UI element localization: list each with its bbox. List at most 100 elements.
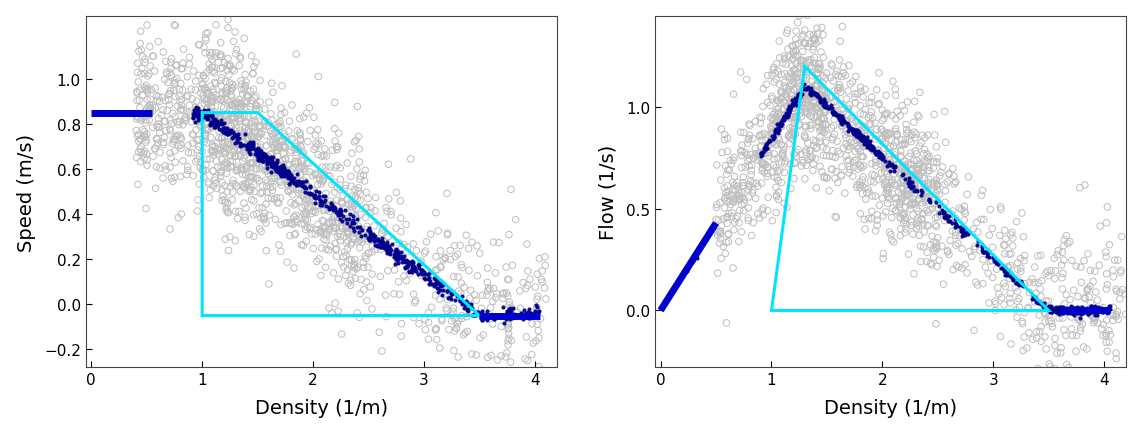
Point xyxy=(901,193,919,200)
Point xyxy=(390,253,408,260)
Point xyxy=(768,121,786,128)
Point xyxy=(728,183,746,190)
Point xyxy=(799,44,817,51)
Point xyxy=(373,227,391,234)
Point xyxy=(186,107,205,114)
Point xyxy=(225,68,243,75)
Point xyxy=(902,179,920,186)
Point xyxy=(320,208,338,215)
Point xyxy=(856,138,874,145)
Point xyxy=(285,202,303,209)
Point xyxy=(185,112,203,119)
Point xyxy=(956,262,974,269)
Point xyxy=(730,195,749,202)
Point xyxy=(447,325,465,332)
Point xyxy=(313,245,331,252)
Point xyxy=(469,309,487,316)
Point xyxy=(313,193,331,200)
Point xyxy=(377,245,395,252)
Point xyxy=(211,54,230,61)
Point xyxy=(336,206,354,213)
Point xyxy=(259,159,278,166)
Point xyxy=(199,92,217,99)
Point xyxy=(967,279,985,286)
Point xyxy=(213,90,231,97)
Point xyxy=(207,149,225,156)
Point xyxy=(906,148,925,155)
Point xyxy=(293,205,311,212)
Point xyxy=(310,174,328,181)
Point xyxy=(1041,306,1060,313)
Point xyxy=(291,172,310,179)
Point xyxy=(801,88,820,95)
Point xyxy=(784,105,802,112)
Point xyxy=(485,239,503,246)
Point xyxy=(832,172,850,179)
Point xyxy=(253,163,271,170)
Point xyxy=(1072,306,1090,313)
Point xyxy=(317,191,335,197)
Point xyxy=(994,242,1013,249)
Point xyxy=(254,150,272,157)
Point xyxy=(786,114,805,121)
Point xyxy=(854,123,872,130)
Point xyxy=(1097,271,1116,278)
Point xyxy=(197,35,215,42)
Point xyxy=(888,108,906,115)
Point xyxy=(876,169,894,176)
Point xyxy=(270,200,288,207)
Point xyxy=(837,96,855,103)
Point xyxy=(930,257,949,264)
Point xyxy=(1048,350,1066,357)
Point xyxy=(199,112,217,118)
Point xyxy=(273,137,291,144)
Point xyxy=(981,258,999,265)
Point xyxy=(273,83,291,90)
Point xyxy=(442,291,461,298)
Point xyxy=(265,145,283,152)
Point xyxy=(1087,314,1105,321)
Point xyxy=(854,137,872,144)
Point xyxy=(784,87,802,94)
Point xyxy=(221,62,239,69)
Point xyxy=(358,238,376,245)
Point xyxy=(1096,306,1114,312)
Point xyxy=(182,111,200,118)
Point xyxy=(800,87,818,94)
Point xyxy=(772,96,790,103)
Point xyxy=(829,114,847,121)
Point xyxy=(991,204,1009,211)
Point xyxy=(526,308,544,315)
Point xyxy=(902,151,920,158)
Point xyxy=(724,265,742,272)
Point xyxy=(813,103,831,110)
Point xyxy=(264,160,282,167)
Point xyxy=(886,182,904,189)
Point xyxy=(155,118,174,125)
Point xyxy=(358,279,376,286)
Point xyxy=(1088,319,1106,326)
Point xyxy=(938,249,957,256)
Point xyxy=(296,189,314,196)
Point xyxy=(882,137,901,144)
Point xyxy=(235,125,254,132)
Point xyxy=(727,216,745,223)
Point xyxy=(138,111,157,118)
Point xyxy=(521,313,539,320)
Point xyxy=(353,227,371,234)
Point xyxy=(719,135,737,142)
Point xyxy=(769,125,788,132)
Point xyxy=(456,302,474,309)
Point xyxy=(826,214,845,220)
Point xyxy=(841,115,860,122)
Point xyxy=(313,225,331,232)
Point xyxy=(989,261,1007,268)
Point xyxy=(186,87,205,94)
Point xyxy=(833,102,852,108)
Point xyxy=(306,209,325,216)
Point xyxy=(375,244,393,251)
Point xyxy=(916,176,934,183)
Point xyxy=(1074,258,1093,265)
Point xyxy=(775,107,793,114)
Point xyxy=(1055,305,1073,312)
